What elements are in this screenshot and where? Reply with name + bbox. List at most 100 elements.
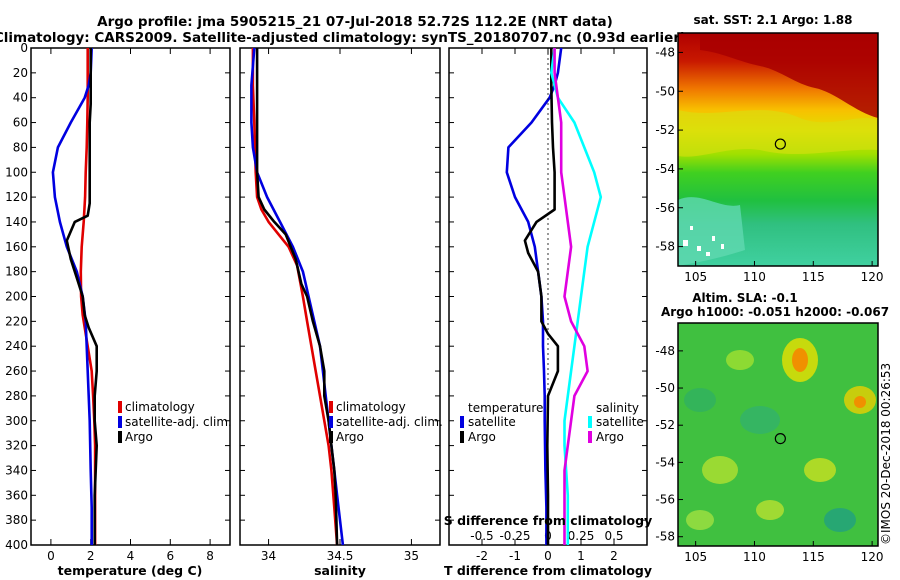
sla-map-title-line1: Altim. SLA: -0.1 [692, 291, 798, 305]
y-tick-label: 260 [5, 364, 28, 378]
legend-label-climatology: climatology [125, 400, 195, 414]
salinity-legend: climatology satellite-adj. clim. Argo [329, 400, 443, 444]
temperature-legend: climatology satellite-adj. clim. Argo [118, 400, 232, 444]
legend-swatch-argo [329, 431, 333, 443]
x-tick-label: 0 [47, 549, 55, 563]
difference-xlabel: T difference from climatology [444, 563, 652, 578]
salinity-panel: 34 34.5 35 salinity climatology satellite-… [239, 47, 443, 578]
series-line-s-argo [553, 48, 589, 545]
y-tick-label: 80 [13, 140, 28, 154]
legend-label-argo: Argo [336, 430, 364, 444]
temperature-plot-frame [30, 47, 231, 546]
legend-swatch-argo [118, 431, 122, 443]
temperature-lines [51, 47, 98, 545]
map-x-tick-label: 105 [684, 550, 707, 564]
y-tick-label: 120 [5, 190, 28, 204]
sla-map-panel: Altim. SLA: -0.1 Argo h1000: -0.051 h200… [655, 291, 889, 564]
map-x-tick-label: 115 [802, 270, 825, 284]
y-tick-label: 320 [5, 439, 28, 453]
sla-eddies [684, 338, 876, 532]
figure-title-line1: Argo profile: jma 5905215_21 07-Jul-2018… [97, 14, 613, 30]
legend-swatch-t-satellite [460, 416, 464, 428]
sst-warm-front [700, 33, 878, 118]
legend-swatch-satellite [118, 416, 122, 428]
map-x-tick-label: 105 [684, 270, 707, 284]
x-tick-label: 4 [127, 549, 135, 563]
legend-title-temperature: temperature [468, 401, 543, 415]
s-tick-label: 0.25 [568, 529, 595, 543]
x-tick-label: 35 [404, 549, 419, 563]
salinity-ticks: 34 34.5 35 [240, 47, 440, 563]
temperature-xlabel: temperature (deg C) [58, 563, 203, 578]
legend-swatch-t-argo [460, 431, 464, 443]
map-y-tick-label: -52 [655, 123, 675, 137]
s-tick-label: 0.5 [604, 529, 623, 543]
sla-map-title-line2: Argo h1000: -0.051 h2000: -0.067 [661, 305, 889, 319]
legend-swatch-satellite [329, 416, 333, 428]
figure-title-line2: Climatology: CARS2009. Satellite-adjuste… [0, 30, 686, 46]
map-x-tick-label: 115 [802, 550, 825, 564]
x-tick-label: 8 [206, 549, 214, 563]
x-tick-label: 2 [87, 549, 95, 563]
y-tick-label: 20 [13, 66, 28, 80]
temperature-panel: 0204060801001201401601802002202402602803… [5, 41, 232, 578]
y-tick-label: 40 [13, 91, 28, 105]
y-tick-label: 300 [5, 414, 28, 428]
y-tick-label: 160 [5, 240, 28, 254]
imos-watermark: ©IMOS 20-Dec-2018 00:26:53 [879, 363, 893, 545]
salinity-plot-frame [239, 47, 441, 546]
legend-label-argo: Argo [125, 430, 153, 444]
sst-ice-speckles [683, 226, 724, 256]
map-x-tick-label: 110 [743, 550, 766, 564]
map-x-tick-label: 120 [861, 550, 884, 564]
y-tick-label: 0 [20, 41, 28, 55]
series-line-t-satellite [505, 47, 563, 545]
sst-map-panel: sat. SST: 2.1 Argo: 1.88 -48 -50 -52 -54 -56… [655, 13, 883, 284]
temperature-diff-legend: temperature satellite Argo [460, 401, 543, 444]
x-tick-label: -2 [476, 549, 488, 563]
map-y-tick-label: -50 [655, 381, 675, 395]
legend-title-salinity: salinity [596, 401, 639, 415]
sla-map-ticks: -48 -50 -52 -54 -56 -58 105 110 115 120 [655, 344, 883, 564]
x-tick-label: 6 [166, 549, 174, 563]
x-tick-label: 34.5 [327, 549, 354, 563]
legend-label-satellite: satellite-adj. clim. [336, 415, 443, 429]
s-difference-label: S difference from climatology [444, 513, 653, 528]
salinity-xlabel: salinity [314, 563, 366, 578]
y-tick-label: 180 [5, 265, 28, 279]
y-tick-label: 400 [5, 538, 28, 552]
y-tick-label: 60 [13, 116, 28, 130]
map-y-tick-label: -52 [655, 418, 675, 432]
legend-label-satellite: satellite-adj. clim. [125, 415, 232, 429]
x-tick-label: -1 [509, 549, 521, 563]
map-x-tick-label: 120 [861, 270, 884, 284]
x-tick-label: 2 [610, 549, 618, 563]
sst-map-frame [677, 32, 879, 267]
y-tick-label: 200 [5, 290, 28, 304]
temperature-ticks: 0204060801001201401601802002202402602803… [5, 41, 230, 563]
y-tick-label: 220 [5, 314, 28, 328]
legend-swatch-climatology [329, 401, 333, 413]
y-tick-label: 140 [5, 215, 28, 229]
y-tick-label: 240 [5, 339, 28, 353]
map-y-tick-label: -54 [655, 455, 675, 469]
legend-label-s-satellite: satellite [596, 415, 644, 429]
map-y-tick-label: -50 [655, 84, 675, 98]
salinity-diff-legend: salinity satellite Argo [588, 401, 644, 444]
y-tick-label: 280 [5, 389, 28, 403]
legend-label-t-satellite: satellite [468, 415, 516, 429]
legend-label-s-argo: Argo [596, 430, 624, 444]
x-tick-label: 34 [261, 549, 276, 563]
map-y-tick-label: -48 [655, 344, 675, 358]
sst-yellow-band [678, 110, 878, 157]
sla-map-frame [677, 322, 879, 547]
s-tick-label: -0.5 [470, 529, 493, 543]
legend-swatch-s-satellite [588, 416, 592, 428]
series-line-argo [255, 48, 339, 546]
map-y-tick-label: -56 [655, 201, 675, 215]
series-line-climatology [79, 48, 97, 545]
map-y-tick-label: -58 [655, 530, 675, 544]
map-y-tick-label: -54 [655, 162, 675, 176]
series-line-s-satellite [549, 47, 603, 545]
y-tick-label: 380 [5, 513, 28, 527]
